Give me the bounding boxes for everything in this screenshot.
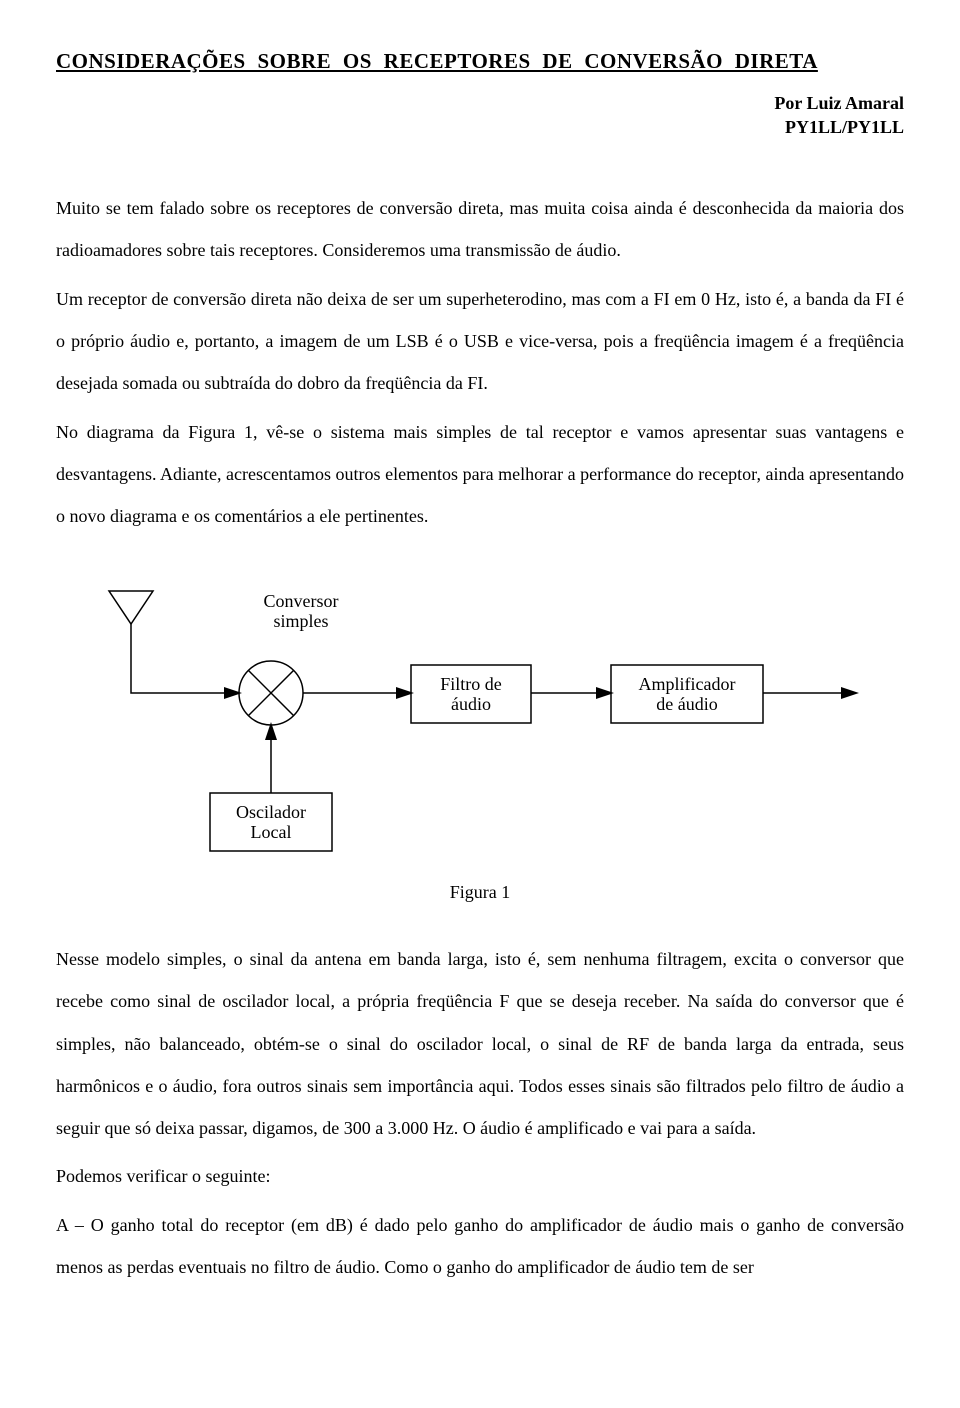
paragraph-2: Um receptor de conversão direta não deix… <box>56 278 904 405</box>
paragraph-5: Podemos verificar o seguinte: <box>56 1155 904 1197</box>
diagram-svg: Conversorsimples Filtro deáudio Amplificad… <box>56 563 916 863</box>
figure-caption: Figura 1 <box>56 881 904 904</box>
block-diagram: Conversorsimples Filtro deáudio Amplificad… <box>56 563 904 863</box>
svg-text:Amplificador: Amplificador <box>639 674 736 694</box>
intro-text: Muito se tem falado sobre os receptores … <box>56 187 904 537</box>
svg-text:simples: simples <box>273 611 328 631</box>
paragraph-4: Nesse modelo simples, o sinal da antena … <box>56 938 904 1149</box>
svg-text:de áudio: de áudio <box>656 694 717 714</box>
page-title: CONSIDERAÇÕES SOBRE OS RECEPTORES DE CON… <box>56 48 904 74</box>
svg-text:Filtro de: Filtro de <box>440 674 502 694</box>
author-line: Por Luiz Amaral <box>56 92 904 115</box>
svg-text:Local: Local <box>251 822 292 842</box>
svg-text:Conversor: Conversor <box>264 591 339 611</box>
svg-text:áudio: áudio <box>451 694 491 714</box>
paragraph-6: A – O ganho total do receptor (em dB) é … <box>56 1204 904 1289</box>
callsign-line: PY1LL/PY1LL <box>56 116 904 139</box>
paragraph-1: Muito se tem falado sobre os receptores … <box>56 187 904 272</box>
paragraph-3: No diagrama da Figura 1, vê-se o sistema… <box>56 411 904 538</box>
after-figure-text: Nesse modelo simples, o sinal da antena … <box>56 938 904 1288</box>
byline: Por Luiz Amaral PY1LL/PY1LL <box>56 92 904 139</box>
svg-text:Oscilador: Oscilador <box>236 802 306 822</box>
